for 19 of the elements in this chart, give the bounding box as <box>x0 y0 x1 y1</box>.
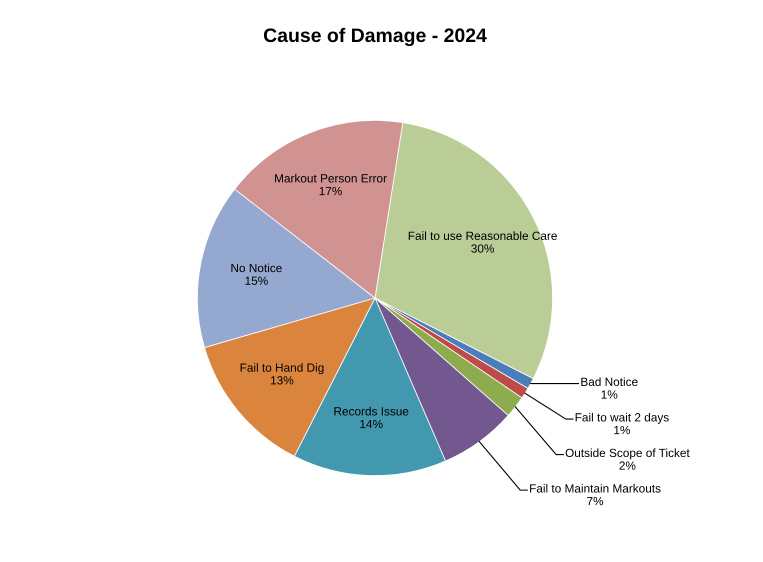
slice-label: Fail to wait 2 days <box>576 412 669 424</box>
slice-label: Fail to Maintain Markouts <box>530 484 661 493</box>
data-label: 15% <box>245 276 268 285</box>
data-label: 1% <box>602 390 618 399</box>
slice-label: No Notice <box>231 264 282 272</box>
slice-label: Markout Person Error <box>275 174 387 183</box>
data-label: 13% <box>271 376 294 385</box>
data-label: 1% <box>614 426 630 434</box>
slice-label: Fail to use Reasonable Care <box>408 231 557 240</box>
slice-label: Bad Notice <box>581 377 638 386</box>
data-label: 7% <box>587 496 604 506</box>
data-label: 2% <box>619 461 636 470</box>
data-label: 17% <box>320 186 342 196</box>
slice-label: Fail to Hand Dig <box>240 363 324 374</box>
slice-label: Records Issue <box>334 406 408 416</box>
chart-title: Cause of Damage - 2024 <box>264 28 487 46</box>
data-label: 14% <box>360 420 383 428</box>
slice-label: Outside Scope of Ticket <box>566 448 690 460</box>
data-label: 30% <box>471 244 494 253</box>
